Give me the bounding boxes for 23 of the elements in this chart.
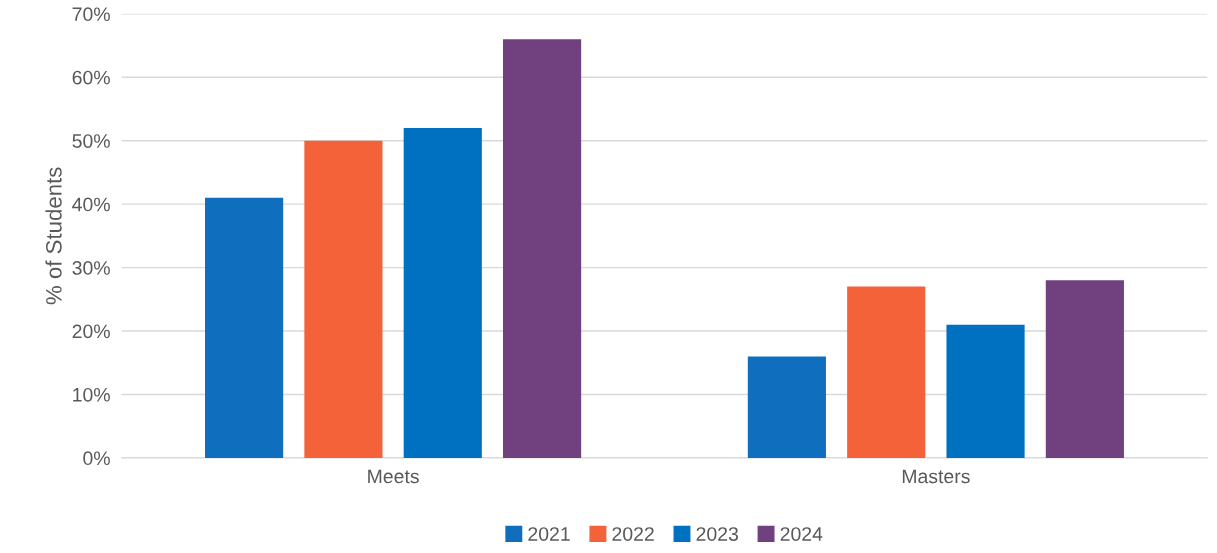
bar [503, 39, 582, 458]
legend-label: 2023 [696, 527, 738, 541]
bar [847, 286, 926, 458]
y-tick-label: 0% [83, 451, 110, 466]
x-tick-label: Meets [368, 469, 419, 484]
y-tick-label: 60% [72, 70, 110, 85]
legend-label: 2021 [528, 527, 570, 541]
legend-label: 2022 [612, 527, 654, 541]
bar [403, 128, 482, 458]
y-tick-label: 70% [72, 7, 110, 22]
bar [747, 356, 826, 458]
y-axis-title: % of Students [45, 167, 62, 305]
bar [946, 324, 1025, 458]
y-tick-label: 20% [72, 324, 110, 339]
y-tick-label: 50% [72, 134, 110, 148]
y-tick-label: 40% [72, 197, 110, 212]
y-tick-label: 10% [73, 387, 110, 402]
bar [1045, 280, 1124, 458]
x-tick-label: Masters [902, 469, 970, 484]
y-tick-label: 30% [72, 261, 110, 275]
legend-label: 2024 [780, 527, 823, 541]
bar [304, 140, 383, 458]
bar [205, 197, 284, 458]
